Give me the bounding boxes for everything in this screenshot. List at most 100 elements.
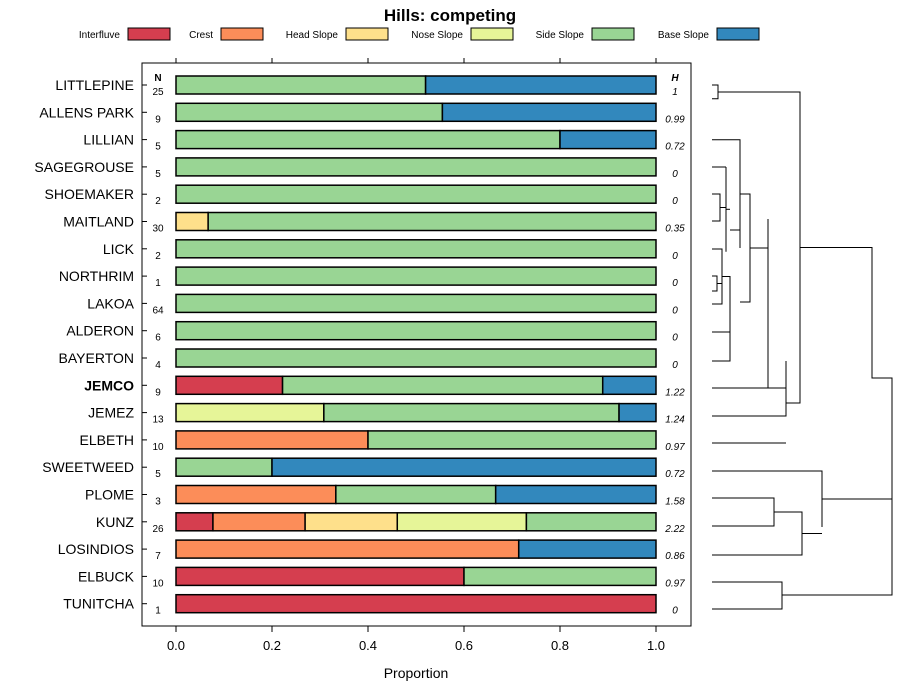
row-label-losindios: LOSINDIOS [58,541,134,557]
bar-segment-maitland-side-slope [207,211,657,232]
n-value-lillian: 5 [155,142,161,153]
n-value-jemco: 9 [155,387,161,398]
bar-segment-jemez-nose-slope [175,402,325,423]
h-value-allens-park: 0.99 [665,114,685,125]
legend-label-side-slope: Side Slope [536,30,585,41]
n-value-maitland: 30 [152,224,164,235]
bar-segment-jemco-base-slope [601,375,657,396]
bar-segment-kunz-nose-slope [396,512,528,532]
chart-title: Hills: competing [384,6,516,25]
bar-segment-losindios-base-slope [517,539,657,559]
n-value-lick: 2 [155,251,161,262]
bar-segment-kunz-side-slope [525,512,657,532]
n-column-header: N [154,73,161,84]
bar-segment-plome-crest [175,484,337,505]
n-value-plome: 3 [155,497,161,508]
legend-swatch-crest [220,27,264,41]
h-value-lakoa: 0 [672,305,678,316]
bar-segment-losindios-crest [175,539,520,559]
legend-swatch-nose-slope [470,27,514,41]
bar-segment-jemco-interfluve [175,375,284,396]
legend-swatch-base-slope [716,27,760,41]
row-label-sagegrouse: SAGEGROUSE [34,159,134,175]
row-label-allens-park: ALLENS PARK [39,104,134,120]
bar-segment-sweetweed-side-slope [175,457,273,477]
h-value-jemco: 1.22 [665,387,685,398]
row-label-lakoa: LAKOA [87,295,134,311]
x-tick-label: 0.4 [359,638,377,653]
row-label-alderon: ALDERON [66,323,134,339]
x-tick-label: 0.2 [263,638,281,653]
legend-swatch-side-slope [591,27,635,41]
bar-segment-littlepine-side-slope [175,75,427,95]
bar-segment-bayerton-side-slope [175,348,657,368]
legend: Interfluve Crest Head Slope Nose Slope Side … [79,27,760,41]
n-value-losindios: 7 [155,551,161,562]
bar-segment-kunz-head-slope [304,512,399,532]
row-label-littlepine: LITTLEPINE [55,77,134,93]
bar-segment-allens-park-base-slope [441,102,657,123]
bar-segment-maitland-head-slope [175,211,209,232]
n-value-lakoa: 64 [152,305,164,316]
h-value-shoemaker: 0 [672,196,678,207]
h-value-jemez: 1.24 [665,415,685,426]
n-value-kunz: 26 [152,524,164,535]
n-value-alderon: 6 [155,333,161,344]
bar-segment-kunz-crest [212,512,306,532]
h-value-losindios: 0.86 [665,551,685,562]
row-label-elbeth: ELBETH [80,432,134,448]
h-value-maitland: 0.35 [665,224,685,235]
bar-segment-shoemaker-side-slope [175,184,657,204]
h-value-tunitcha: 0 [672,606,678,617]
h-value-sweetweed: 0.72 [665,469,685,480]
row-label-northrim: NORTHRIM [59,268,134,284]
h-value-elbeth: 0.97 [665,442,685,453]
h-value-kunz: 2.22 [664,524,685,535]
x-tick-label: 0.8 [551,638,569,653]
bar-segment-lick-side-slope [175,239,657,259]
legend-label-base-slope: Base Slope [658,30,710,41]
legend-label-interfluve: Interfluve [79,30,121,41]
n-value-tunitcha: 1 [155,606,161,617]
n-value-littlepine: 25 [152,87,164,98]
row-label-maitland: MAITLAND [63,214,134,230]
x-tick-label: 0.0 [167,638,185,653]
bar-segment-elbeth-crest [175,430,369,450]
bar-segment-northrim-side-slope [175,266,657,286]
row-label-jemco: JEMCO [84,377,134,393]
bar-segment-jemez-side-slope [323,402,620,423]
legend-label-head-slope: Head Slope [286,30,339,41]
h-value-lillian: 0.72 [665,142,685,153]
n-value-allens-park: 9 [155,114,161,125]
plot-frame [141,62,692,627]
n-value-sagegrouse: 5 [155,169,161,180]
row-label-tunitcha: TUNITCHA [63,596,134,612]
h-value-bayerton: 0 [672,360,678,371]
h-value-sagegrouse: 0 [672,169,678,180]
legend-label-crest: Crest [189,30,213,41]
row-label-plome: PLOME [85,487,134,503]
bar-segment-sweetweed-base-slope [271,457,657,477]
row-label-bayerton: BAYERTON [59,350,134,366]
x-axis-label: Proportion [384,665,449,681]
x-tick-label: 1.0 [647,638,665,653]
row-label-jemez: JEMEZ [88,405,134,421]
h-value-northrim: 0 [672,278,678,289]
bar-segment-elbuck-interfluve [175,566,465,587]
bar-segment-littlepine-base-slope [424,75,657,95]
bar-segment-jemco-side-slope [281,375,604,396]
n-value-shoemaker: 2 [155,196,161,207]
bar-segment-alderon-side-slope [175,320,657,341]
bar-segment-plome-base-slope [494,484,657,505]
n-value-jemez: 13 [152,415,164,426]
row-label-kunz: KUNZ [96,514,135,530]
x-tick-label: 0.6 [455,638,473,653]
bar-segment-lillian-side-slope [175,129,561,150]
legend-label-nose-slope: Nose Slope [411,30,463,41]
bar-segment-lakoa-side-slope [175,293,657,314]
h-column-header: H [671,73,679,84]
row-label-lillian: LILLIAN [83,132,134,148]
bar-segment-sagegrouse-side-slope [175,157,657,177]
